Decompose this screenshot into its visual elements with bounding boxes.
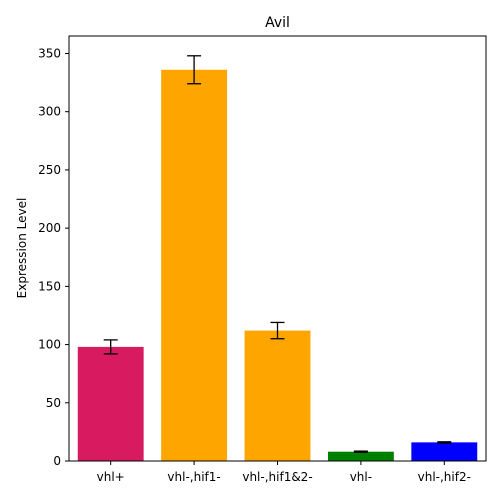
x-tick-label-0: vhl+ xyxy=(97,470,125,484)
axes-frame xyxy=(68,35,487,462)
y-tick-label-6: 300 xyxy=(38,105,61,119)
bar-1 xyxy=(161,69,228,461)
bar-4 xyxy=(411,442,478,461)
y-tick-label-5: 250 xyxy=(38,163,61,177)
y-tick-label-7: 350 xyxy=(38,46,61,60)
bar-0 xyxy=(77,346,144,461)
y-axis-label: Expression Level xyxy=(15,198,29,299)
chart-title: Avil xyxy=(265,15,290,31)
x-tick-label-4: vhl-,hif2- xyxy=(418,470,471,484)
x-tick-label-2: vhl-,hif1&2- xyxy=(242,470,312,484)
y-tick-label-0: 0 xyxy=(53,454,61,468)
y-tick-label-1: 50 xyxy=(46,396,61,410)
bar-3 xyxy=(327,451,394,461)
y-tick-label-3: 150 xyxy=(38,279,61,293)
plot-area: vhl+ vhl-,hif1- vhl-,hif1&2- vhl-vhl-,hif2-… xyxy=(38,35,487,484)
bar-2 xyxy=(244,330,311,461)
x-tick-label-1: vhl-,hif1- xyxy=(167,470,220,484)
y-tick-label-2: 100 xyxy=(38,338,61,352)
x-tick-label-3: vhl- xyxy=(350,470,372,484)
y-tick-label-4: 200 xyxy=(38,221,61,235)
